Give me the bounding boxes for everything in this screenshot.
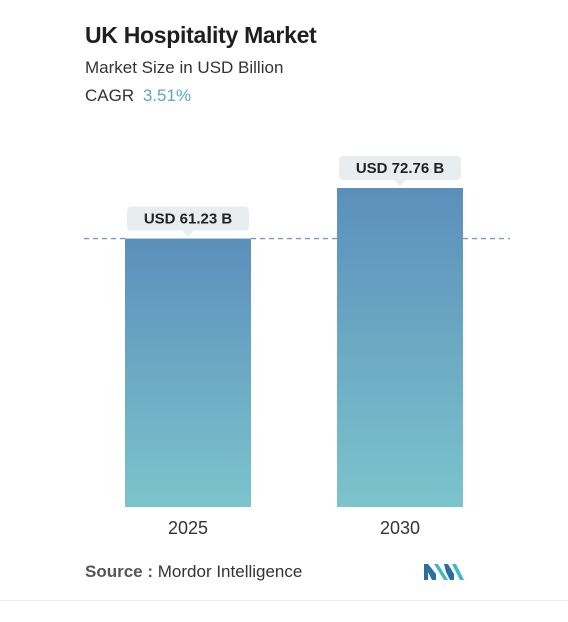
mordor-intelligence-logo-icon xyxy=(424,564,464,580)
bar-2030 xyxy=(337,188,463,507)
cagr-line: CAGR 3.51% xyxy=(85,86,191,106)
value-label-bg-2025 xyxy=(127,206,249,231)
value-label-2030: USD 72.76 B xyxy=(356,160,445,177)
cagr-label: CAGR xyxy=(85,86,135,105)
value-label-pointer-2030 xyxy=(394,180,406,186)
value-label-2025: USD 61.23 B xyxy=(144,211,233,228)
footer-divider xyxy=(0,600,568,601)
x-tick-label-2025: 2025 xyxy=(168,518,208,538)
source-label: Source : xyxy=(85,562,154,581)
chart-subtitle: Market Size in USD Billion xyxy=(85,58,284,77)
bar-chart: USD 61.23 B 2025 USD 72.76 B 2030 xyxy=(84,156,510,538)
x-tick-label-2030: 2030 xyxy=(380,518,420,538)
source-value: Mordor Intelligence xyxy=(157,562,303,581)
chart-title: UK Hospitality Market xyxy=(85,22,317,48)
source-line: Source : Mordor Intelligence xyxy=(85,562,302,582)
bar-2025 xyxy=(125,238,251,507)
cagr-value: 3.51% xyxy=(142,86,192,105)
value-label-pointer-2025 xyxy=(182,230,194,237)
value-label-bg-2030 xyxy=(339,156,461,180)
